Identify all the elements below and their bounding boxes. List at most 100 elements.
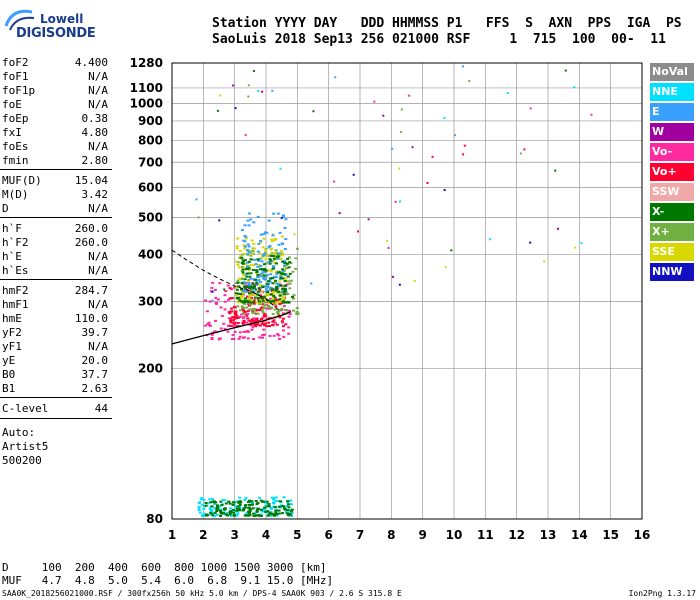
- echo-point: [257, 264, 261, 267]
- echo-point: [205, 513, 209, 516]
- echo-point: [243, 259, 247, 262]
- echo-point: [245, 514, 249, 517]
- echo-point: [251, 281, 255, 284]
- echo-point: [258, 309, 262, 312]
- echo-point: [283, 261, 287, 264]
- echo-point: [252, 278, 256, 281]
- echo-point: [258, 336, 262, 339]
- noise-point: [356, 230, 359, 233]
- echo-point: [243, 291, 247, 294]
- param-row: foF2 4.400: [2, 56, 108, 70]
- legend-item: NNE: [650, 83, 694, 101]
- echo-point: [292, 294, 296, 297]
- station-header: Station YYYY DAY DDD HHMMSS P1 FFS S AXN…: [212, 16, 682, 48]
- echo-point: [269, 253, 273, 256]
- echo-point: [277, 509, 281, 512]
- echo-point: [213, 319, 217, 322]
- echo-point: [281, 268, 285, 271]
- echo-point: [281, 214, 285, 217]
- echo-point: [248, 284, 252, 287]
- echo-point: [207, 321, 211, 324]
- echo-point: [264, 275, 268, 278]
- echo-point: [247, 245, 251, 248]
- echo-point: [250, 501, 254, 504]
- echo-point: [279, 291, 283, 294]
- echo-point: [264, 510, 268, 513]
- echo-point: [255, 280, 259, 283]
- echo-point: [258, 301, 262, 304]
- echo-point: [267, 283, 271, 286]
- param-row: h`E N/A: [2, 250, 108, 264]
- echo-point: [289, 514, 293, 517]
- echo-point: [271, 282, 275, 285]
- echo-point: [236, 261, 240, 264]
- echo-point: [247, 267, 251, 270]
- digisonde-logo: Lowell DIGISONDE: [2, 4, 112, 44]
- echo-point: [215, 514, 219, 517]
- echo-point: [255, 510, 259, 513]
- echo-point: [264, 278, 268, 281]
- echo-point: [211, 500, 215, 503]
- echo-point: [254, 312, 258, 315]
- legend-item: Vo-: [650, 143, 694, 161]
- echo-point: [259, 272, 263, 275]
- noise-point: [334, 76, 337, 79]
- echo-point: [273, 505, 277, 508]
- param-name: foEp: [2, 112, 29, 125]
- param-row: MUF(D) 15.04: [2, 174, 108, 188]
- echo-point: [213, 507, 217, 510]
- echo-point: [267, 304, 271, 307]
- echo-point: [269, 277, 273, 280]
- echo-point: [236, 321, 240, 324]
- echo-point: [232, 325, 236, 328]
- y-tick-label: 200: [138, 361, 163, 375]
- echo-point: [236, 279, 240, 282]
- echo-point: [267, 505, 271, 508]
- echo-point: [249, 508, 253, 511]
- echo-point: [208, 498, 212, 501]
- param-name: yF2: [2, 326, 22, 339]
- echo-point: [274, 289, 278, 292]
- x-tick-label: 7: [356, 528, 364, 542]
- echo-point: [265, 254, 269, 257]
- echo-point: [214, 296, 218, 299]
- echo-point: [238, 335, 242, 338]
- echo-point: [223, 294, 227, 297]
- param-name: foF1: [2, 70, 29, 83]
- echo-point: [273, 303, 277, 306]
- echo-point: [232, 286, 236, 289]
- echo-point: [277, 301, 281, 304]
- echo-point: [239, 255, 243, 258]
- echo-point: [241, 323, 245, 326]
- echo-point: [248, 275, 252, 278]
- echo-point: [236, 505, 240, 508]
- echo-point: [280, 235, 284, 238]
- echo-point: [263, 304, 267, 307]
- echo-point: [248, 308, 252, 311]
- echo-point: [269, 293, 273, 296]
- echo-point: [254, 278, 258, 281]
- echo-point: [271, 320, 275, 323]
- noise-point: [312, 110, 315, 113]
- echo-point: [256, 298, 260, 301]
- echo-point: [252, 514, 256, 517]
- param-value: N/A: [88, 140, 108, 153]
- echo-point: [252, 317, 256, 320]
- echo-point: [224, 502, 228, 505]
- echo-point: [279, 300, 283, 303]
- echo-point: [208, 300, 212, 303]
- echo-point: [232, 322, 236, 325]
- echo-point: [232, 337, 236, 340]
- echo-point: [259, 233, 263, 236]
- echo-point: [248, 295, 252, 298]
- echo-point: [227, 324, 231, 327]
- param-separator: [0, 279, 112, 280]
- echo-point: [262, 253, 266, 256]
- echo-point: [247, 500, 251, 503]
- echo-point: [287, 332, 291, 335]
- echo-point: [245, 268, 249, 271]
- echo-point: [263, 324, 267, 327]
- echo-point: [270, 496, 274, 499]
- echo-point: [268, 259, 272, 262]
- echo-point: [253, 309, 257, 312]
